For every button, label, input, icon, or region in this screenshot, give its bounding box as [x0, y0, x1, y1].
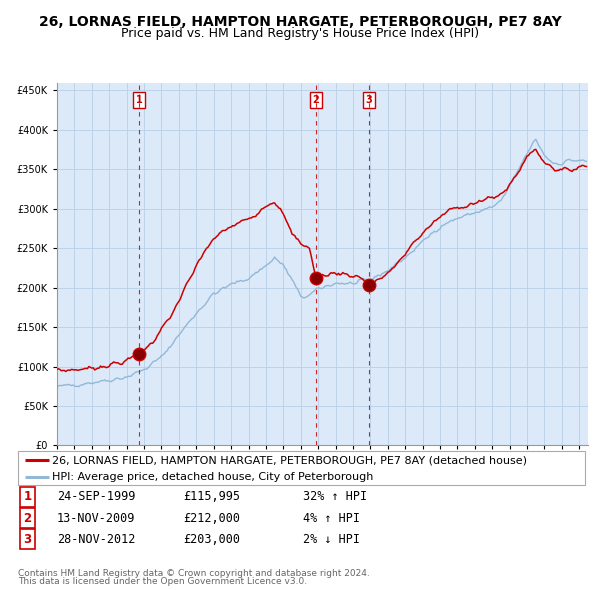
- Text: £212,000: £212,000: [183, 512, 240, 525]
- Text: 13-NOV-2009: 13-NOV-2009: [57, 512, 136, 525]
- Text: 1: 1: [136, 95, 143, 105]
- Text: This data is licensed under the Open Government Licence v3.0.: This data is licensed under the Open Gov…: [18, 578, 307, 586]
- Text: 3: 3: [365, 95, 372, 105]
- Text: 26, LORNAS FIELD, HAMPTON HARGATE, PETERBOROUGH, PE7 8AY: 26, LORNAS FIELD, HAMPTON HARGATE, PETER…: [38, 15, 562, 30]
- Text: Contains HM Land Registry data © Crown copyright and database right 2024.: Contains HM Land Registry data © Crown c…: [18, 569, 370, 578]
- Text: £115,995: £115,995: [183, 490, 240, 503]
- Text: 24-SEP-1999: 24-SEP-1999: [57, 490, 136, 503]
- Text: 2% ↓ HPI: 2% ↓ HPI: [303, 533, 360, 546]
- Text: Price paid vs. HM Land Registry's House Price Index (HPI): Price paid vs. HM Land Registry's House …: [121, 27, 479, 40]
- Text: HPI: Average price, detached house, City of Peterborough: HPI: Average price, detached house, City…: [52, 473, 373, 483]
- Text: 4% ↑ HPI: 4% ↑ HPI: [303, 512, 360, 525]
- FancyBboxPatch shape: [18, 451, 585, 485]
- Text: 1: 1: [23, 490, 32, 503]
- Text: 32% ↑ HPI: 32% ↑ HPI: [303, 490, 367, 503]
- Text: 3: 3: [23, 533, 32, 546]
- Text: 28-NOV-2012: 28-NOV-2012: [57, 533, 136, 546]
- Text: 2: 2: [313, 95, 319, 105]
- Text: 26, LORNAS FIELD, HAMPTON HARGATE, PETERBOROUGH, PE7 8AY (detached house): 26, LORNAS FIELD, HAMPTON HARGATE, PETER…: [52, 455, 527, 466]
- Text: £203,000: £203,000: [183, 533, 240, 546]
- Text: 2: 2: [23, 512, 32, 525]
